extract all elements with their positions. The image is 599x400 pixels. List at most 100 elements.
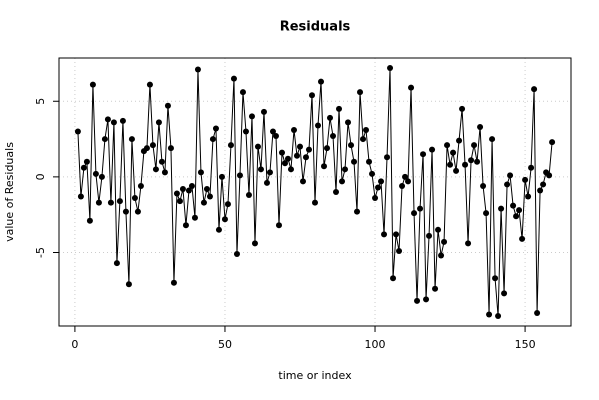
point <box>194 66 201 73</box>
point <box>122 208 129 215</box>
point <box>519 235 526 242</box>
point <box>525 193 532 200</box>
point <box>432 285 439 292</box>
chart-title: Residuals <box>280 20 351 35</box>
point <box>110 119 117 126</box>
point <box>360 136 367 143</box>
point <box>86 217 93 224</box>
point <box>245 192 252 199</box>
point <box>308 92 315 99</box>
point <box>74 128 81 135</box>
x-tick-label: 150 <box>515 338 536 351</box>
point <box>456 137 463 144</box>
point <box>372 195 379 202</box>
point <box>498 205 505 212</box>
point <box>242 128 249 135</box>
point <box>423 296 430 303</box>
point <box>504 181 511 188</box>
point <box>164 102 171 109</box>
point <box>540 181 547 188</box>
point <box>92 170 99 177</box>
point <box>369 170 376 177</box>
point <box>233 251 240 258</box>
point <box>321 163 328 170</box>
point <box>290 126 297 133</box>
point <box>468 157 475 164</box>
point <box>366 158 373 165</box>
point <box>333 189 340 195</box>
point <box>477 123 484 130</box>
point <box>83 158 90 165</box>
point <box>507 172 514 179</box>
point <box>324 145 331 152</box>
point <box>318 78 325 85</box>
point <box>402 173 409 180</box>
point <box>549 139 556 146</box>
point <box>131 195 138 202</box>
point <box>266 169 273 176</box>
point <box>95 199 102 206</box>
point <box>143 145 150 152</box>
point <box>212 125 219 132</box>
point <box>453 167 460 174</box>
point <box>531 86 538 93</box>
point <box>173 190 180 197</box>
point <box>146 81 153 88</box>
point <box>191 214 198 221</box>
point <box>327 114 334 121</box>
point <box>206 193 213 200</box>
point <box>486 311 493 318</box>
point <box>462 161 469 168</box>
point <box>170 279 177 286</box>
point <box>272 133 279 140</box>
point <box>176 198 183 205</box>
point <box>182 222 189 229</box>
point <box>441 238 448 245</box>
point <box>257 166 264 173</box>
point <box>188 182 195 189</box>
point <box>330 133 337 140</box>
point <box>510 202 517 209</box>
point <box>134 208 141 215</box>
point <box>489 136 496 143</box>
point <box>483 210 490 217</box>
point <box>387 64 394 71</box>
point <box>447 161 454 168</box>
point <box>287 166 294 173</box>
point <box>275 222 282 229</box>
point <box>215 226 222 233</box>
point <box>351 158 358 165</box>
point <box>137 182 144 189</box>
y-axis-label: value of Residuals <box>3 142 16 242</box>
point <box>119 117 126 124</box>
point <box>230 75 237 82</box>
point <box>546 172 553 179</box>
point <box>158 158 165 165</box>
point <box>254 143 261 150</box>
plot-frame <box>58 57 572 327</box>
x-axis-label: time or index <box>278 369 352 382</box>
point <box>438 252 445 259</box>
point <box>465 240 472 247</box>
series-line <box>77 67 553 317</box>
point <box>113 260 120 267</box>
point <box>89 81 96 88</box>
point <box>167 145 174 152</box>
point <box>435 226 442 233</box>
point <box>227 142 234 149</box>
point <box>420 151 427 158</box>
point <box>363 126 370 133</box>
point <box>534 309 541 316</box>
point <box>149 142 156 149</box>
point <box>77 193 84 200</box>
x-tick-label: 0 <box>71 338 78 351</box>
point <box>336 105 343 112</box>
point <box>357 89 364 96</box>
point <box>474 158 481 165</box>
point <box>98 173 105 180</box>
point <box>495 313 502 320</box>
point <box>342 166 349 173</box>
point <box>200 199 207 206</box>
y-tick-label: 5 <box>34 98 47 105</box>
